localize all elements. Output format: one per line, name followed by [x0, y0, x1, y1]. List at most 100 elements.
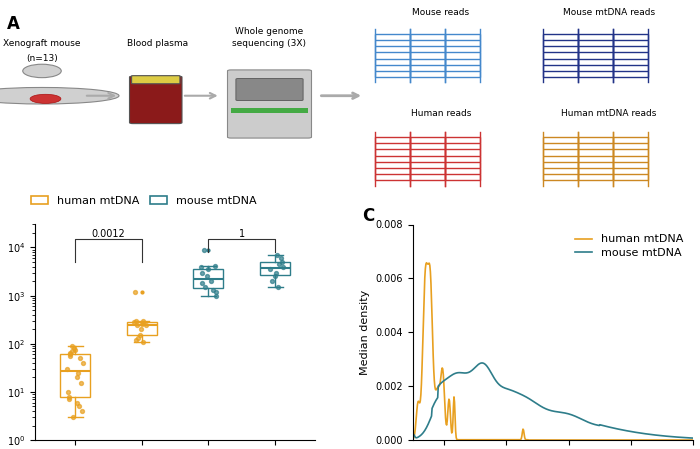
Point — [76, 380, 87, 387]
Text: sequencing (3X): sequencing (3X) — [232, 39, 307, 48]
Point — [265, 266, 276, 273]
FancyBboxPatch shape — [132, 76, 180, 84]
Point — [274, 260, 285, 268]
Text: A: A — [7, 15, 20, 33]
Point — [141, 322, 152, 329]
Point — [71, 374, 82, 381]
Line: human mtDNA: human mtDNA — [413, 263, 693, 440]
human mtDNA — [639, 437, 648, 443]
Point — [130, 336, 141, 343]
Point — [129, 288, 140, 295]
Point — [136, 320, 148, 327]
Point — [195, 263, 206, 270]
human mtDNA — [576, 437, 584, 443]
Point — [276, 258, 288, 265]
Point — [69, 345, 80, 352]
Point — [199, 246, 210, 253]
Point — [272, 283, 284, 291]
Circle shape — [30, 94, 61, 103]
human mtDNA — [544, 437, 552, 443]
Text: C: C — [363, 207, 375, 225]
human mtDNA — [542, 437, 551, 443]
mouse mtDNA — [682, 435, 691, 440]
Point — [270, 273, 281, 280]
Point — [270, 269, 281, 276]
mouse mtDNA — [478, 360, 486, 365]
Point — [76, 407, 88, 414]
Point — [206, 277, 217, 285]
Point — [271, 251, 282, 259]
human mtDNA — [608, 437, 617, 443]
FancyBboxPatch shape — [130, 76, 182, 123]
Point — [202, 273, 213, 280]
Point — [70, 346, 81, 353]
FancyBboxPatch shape — [231, 108, 308, 113]
Y-axis label: Median density: Median density — [360, 290, 370, 375]
Point — [64, 351, 76, 358]
human mtDNA — [409, 436, 417, 442]
Point — [67, 414, 78, 421]
Point — [276, 255, 287, 262]
Point — [267, 277, 278, 285]
Text: Xenograft mouse: Xenograft mouse — [4, 39, 80, 48]
Point — [129, 319, 140, 326]
Point — [135, 326, 146, 333]
Point — [71, 399, 82, 406]
Text: Blood plasma: Blood plasma — [127, 39, 188, 48]
Point — [203, 266, 214, 273]
Text: (n=13): (n=13) — [26, 53, 58, 62]
Point — [196, 280, 207, 287]
Point — [197, 269, 208, 276]
Text: Human reads: Human reads — [411, 110, 471, 119]
Point — [137, 319, 148, 326]
Point — [209, 262, 220, 269]
Point — [73, 403, 84, 410]
Text: Mouse reads: Mouse reads — [412, 8, 470, 17]
FancyBboxPatch shape — [236, 79, 303, 101]
human mtDNA — [689, 437, 697, 443]
Legend: human mtDNA, mouse mtDNA: human mtDNA, mouse mtDNA — [27, 191, 260, 210]
Text: 1: 1 — [239, 229, 245, 239]
Point — [64, 396, 75, 403]
Line: mouse mtDNA: mouse mtDNA — [413, 363, 693, 438]
Text: Whole genome: Whole genome — [235, 27, 304, 36]
Point — [134, 332, 145, 339]
Point — [277, 263, 288, 270]
Text: Human mtDNA reads: Human mtDNA reads — [561, 110, 657, 119]
Point — [210, 288, 221, 295]
Point — [138, 338, 149, 345]
Point — [66, 342, 77, 349]
human mtDNA — [422, 260, 430, 265]
Point — [132, 321, 143, 328]
mouse mtDNA — [689, 436, 697, 441]
Ellipse shape — [0, 88, 119, 104]
Point — [210, 292, 221, 299]
Point — [62, 388, 74, 396]
Point — [65, 352, 76, 360]
mouse mtDNA — [639, 431, 648, 436]
Point — [138, 318, 149, 325]
human mtDNA — [683, 437, 692, 443]
Point — [77, 359, 88, 366]
Point — [62, 365, 73, 373]
Point — [75, 355, 86, 362]
FancyBboxPatch shape — [228, 70, 312, 138]
Point — [73, 369, 84, 376]
mouse mtDNA — [542, 406, 551, 412]
Point — [64, 393, 75, 400]
Text: 0.0012: 0.0012 — [92, 229, 125, 239]
Point — [133, 335, 144, 342]
Text: Mouse mtDNA reads: Mouse mtDNA reads — [563, 8, 655, 17]
Point — [208, 286, 219, 294]
Y-axis label: number of mtDNA reads: number of mtDNA reads — [0, 264, 1, 400]
Point — [64, 349, 76, 357]
Legend: human mtDNA, mouse mtDNA: human mtDNA, mouse mtDNA — [570, 230, 687, 262]
mouse mtDNA — [544, 407, 552, 413]
Point — [131, 317, 142, 324]
Point — [66, 348, 78, 355]
mouse mtDNA — [576, 416, 584, 421]
Point — [199, 283, 211, 291]
human mtDNA — [561, 437, 569, 443]
mouse mtDNA — [409, 431, 417, 436]
Ellipse shape — [22, 64, 62, 78]
